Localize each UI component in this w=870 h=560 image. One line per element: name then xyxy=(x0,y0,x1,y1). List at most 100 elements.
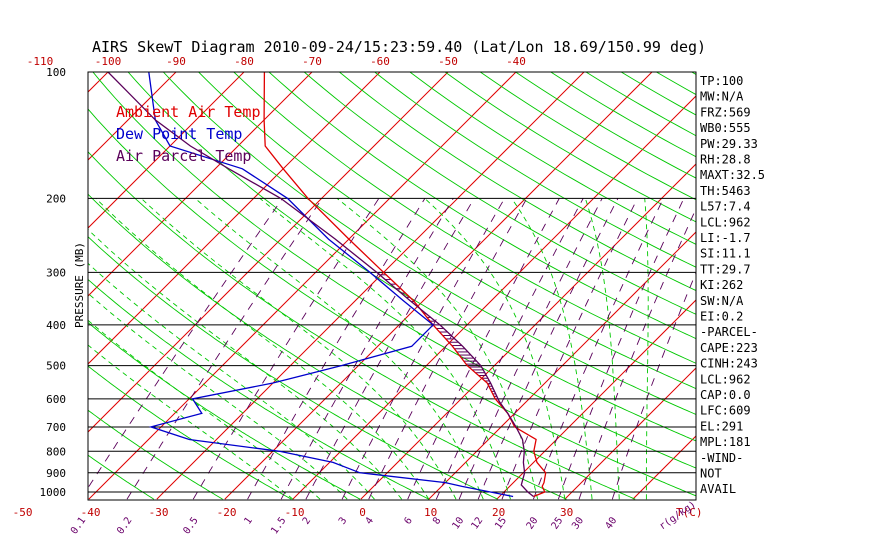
mixing-ratio-line xyxy=(280,198,454,500)
mixing-ratio-label: 8 xyxy=(431,515,443,526)
pressure-tick-label: 400 xyxy=(46,319,66,332)
index-entry: MAXT:32.5 xyxy=(700,168,765,182)
index-entry: PW:29.33 xyxy=(700,137,758,151)
dry-adiabat-line xyxy=(762,72,870,499)
dry-adiabat-line xyxy=(88,151,636,500)
bottom-temp-tick-label: 0 xyxy=(359,506,366,519)
mixing-ratio-label: 12 xyxy=(469,515,485,531)
mixing-ratio-line xyxy=(247,198,426,500)
pressure-tick-label: 600 xyxy=(46,393,66,406)
bottom-temp-tick-label: 10 xyxy=(424,506,437,519)
mixing-ratio-label: 40 xyxy=(603,515,619,531)
index-entry: TH:5463 xyxy=(700,184,751,198)
top-temp-tick-label: -90 xyxy=(166,55,186,68)
dry-adiabat-line xyxy=(656,72,696,96)
dry-adiabat-line xyxy=(833,72,870,499)
pressure-tick-label: 200 xyxy=(46,192,66,205)
moist-adiabat-line xyxy=(584,198,620,500)
moist-adiabat-line xyxy=(259,198,511,500)
mixing-ratio-label: 3 xyxy=(337,515,349,526)
index-entry: -WIND- xyxy=(700,451,743,465)
index-entry: WB0:555 xyxy=(700,121,751,135)
legend-entry: Ambient Air Temp xyxy=(116,103,261,121)
dry-adiabat-line xyxy=(88,454,155,500)
isotherm-line xyxy=(88,72,517,500)
background-grid xyxy=(88,72,870,500)
chart-title: AIRS SkewT Diagram 2010-09-24/15:23:59.4… xyxy=(92,38,706,56)
index-entry: SI:11.1 xyxy=(700,247,751,261)
mixing-ratio-line xyxy=(611,271,696,500)
index-entry: -PARCEL- xyxy=(700,325,758,339)
moist-adiabat-line xyxy=(424,198,566,500)
isotherm-line xyxy=(88,72,381,365)
index-entry: CAPE:223 xyxy=(700,341,758,355)
legend-entry: Dew Point Temp xyxy=(116,125,242,143)
isotherm-line xyxy=(769,72,870,499)
bottom-temp-tick-label: 30 xyxy=(560,506,573,519)
profile-air-parcel-temp xyxy=(107,72,534,498)
index-entry: MW:N/A xyxy=(700,90,744,104)
bottom-temp-tick-label: -10 xyxy=(285,506,305,519)
mixing-ratio-label: 4 xyxy=(364,515,376,526)
top-temp-tick-label: -50 xyxy=(438,55,458,68)
legend: Ambient Air Temp Dew Point Temp Air Parcel… xyxy=(116,103,261,165)
dry-adiabat-line xyxy=(162,72,696,415)
top-temp-tick-label: -80 xyxy=(234,55,254,68)
legend-entry: Air Parcel Temp xyxy=(116,147,251,165)
isotherm-line xyxy=(496,299,696,500)
mixing-ratio-line xyxy=(368,198,528,500)
index-entry: RH:28.8 xyxy=(700,153,751,167)
isotherm-line xyxy=(88,72,449,433)
bottom-temp-tick-label: 20 xyxy=(492,506,505,519)
dry-adiabat-line xyxy=(127,72,696,442)
bottom-temp-tick-label: -50 xyxy=(13,506,33,519)
top-temp-tick-label: -70 xyxy=(302,55,322,68)
index-entry: L57:7.4 xyxy=(700,200,751,214)
isotherm-line xyxy=(224,72,653,500)
pressure-tick-label: 1000 xyxy=(40,486,67,499)
isotherm-line xyxy=(88,72,245,229)
dry-adiabat-line xyxy=(797,72,870,499)
dry-adiabat-line xyxy=(88,193,567,500)
index-entry: CAP:0.0 xyxy=(700,388,751,402)
mixing-ratio-line xyxy=(305,198,475,500)
index-entry: NOT xyxy=(700,467,722,481)
index-entry: LCL:962 xyxy=(700,215,751,229)
dry-adiabat-line xyxy=(88,108,696,497)
dry-adiabat-line xyxy=(233,72,696,364)
mixing-ratio-line xyxy=(578,207,696,500)
plot-frame xyxy=(87,71,697,501)
index-entry: EI:0.2 xyxy=(700,310,743,324)
mixing-ratio-label: 0.2 xyxy=(115,515,134,536)
mixing-ratio-label: 6 xyxy=(402,515,414,526)
moist-adiabat-line xyxy=(511,198,593,500)
isotherm-line xyxy=(428,231,696,500)
mixing-ratio-label: 20 xyxy=(525,515,541,531)
index-entry: LFC:609 xyxy=(700,404,751,418)
dry-adiabat-line xyxy=(88,278,430,500)
dry-adiabat-line xyxy=(268,72,696,340)
index-entry: SW:N/A xyxy=(700,294,744,308)
dry-adiabat-line xyxy=(374,72,696,268)
pressure-tick-label: 100 xyxy=(46,66,66,79)
dry-adiabat-line xyxy=(409,72,696,245)
moist-adiabat-line xyxy=(88,344,294,500)
bottom-temp-tick-label: -40 xyxy=(81,506,101,519)
dry-adiabat-line xyxy=(198,72,696,390)
mixing-ratio-label: 2 xyxy=(301,515,313,526)
dry-adiabat-line xyxy=(339,72,696,292)
moist-adiabat-line xyxy=(194,198,484,500)
pressure-tick-label: 700 xyxy=(46,421,66,434)
index-entry: LCL:962 xyxy=(700,372,751,386)
moist-adiabat-line xyxy=(644,198,649,500)
y-axis-label: PRESSURE (MB) xyxy=(73,242,86,328)
index-entry: TP:100 xyxy=(700,74,743,88)
pressure-tick-label: 800 xyxy=(46,445,66,458)
mixing-ratio-line xyxy=(88,198,283,489)
dry-adiabat-line xyxy=(88,236,498,500)
dry-adiabat-line xyxy=(88,409,223,500)
isotherm-line xyxy=(292,95,696,500)
pressure-tick-label: 500 xyxy=(46,360,66,373)
